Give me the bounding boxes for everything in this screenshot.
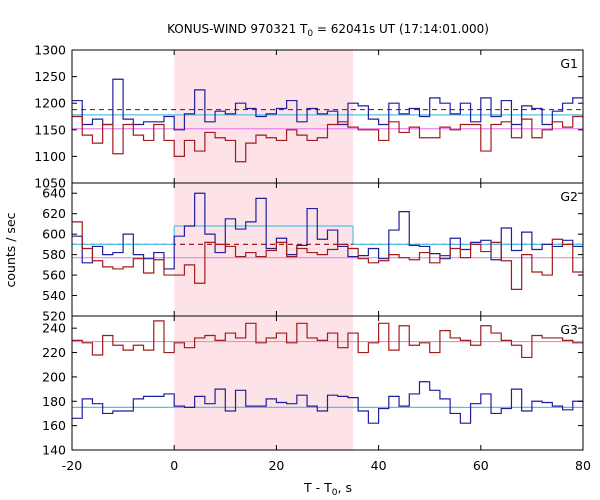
y-tick-label-g3-180: 180 [42,394,66,409]
y-tick-label-g2-640: 640 [42,186,66,201]
series-g3-blue_series [72,381,583,424]
x-tick-label-0: 0 [170,458,178,473]
y-axis-label: counts / sec [3,212,18,287]
panel-g1: 1050 1100 1150 1200 1250 1300 G1 [34,43,584,191]
y-tick-label-g2-580: 580 [42,247,66,262]
y-tick-label-g2-560: 560 [42,268,66,283]
y-tick-label-g1-1250: 1250 [34,69,66,84]
x-axis-label: T - T0, s [303,480,352,498]
panel-g2: 520 540 560 580 600 620 640 G2 [42,182,584,324]
y-tick-label-g1-1200: 1200 [34,96,66,111]
y-tick-label-g2-540: 540 [42,288,66,303]
y-tick-label-g3-220: 220 [42,345,66,360]
series-g2-blue_series [72,192,583,270]
x-tick-label-40: 40 [371,458,387,473]
series-g3-red_series [72,320,583,359]
x-axis-label-suffix: , s [338,480,352,495]
panel-label-g2: G2 [560,189,578,204]
y-tick-label-g1-1150: 1150 [34,122,66,137]
y-tick-label-g3-240: 240 [42,321,66,336]
x-axis-label-subscript: 0 [332,488,338,498]
y-tick-label-g1-1050: 1050 [34,176,66,191]
panel-frame-g3 [71,315,584,451]
chart-title-subscript: 0 [307,29,313,39]
y-tick-label-g2-600: 600 [42,227,66,242]
series-g1-red_series [72,115,583,163]
series-g2-red_series [72,221,583,290]
x-tick-label-60: 60 [473,458,489,473]
panels-group: 1050 1100 1150 1200 1250 1300 G1 520 540 560 580 60… [34,43,591,474]
y-tick-label-g2-520: 520 [42,309,66,324]
shaded-interval-g3 [174,316,354,450]
panel-label-g1: G1 [560,56,578,71]
x-tick-label--20: -20 [62,458,82,473]
panel-g3: 140 160 180 200 220 240 G3 [42,315,584,458]
y-tick-label-g1-1100: 1100 [34,149,66,164]
chart-title: KONUS-WIND 970321 T0 = 62041s UT (17:14:… [167,22,489,39]
y-tick-label-g3-200: 200 [42,369,66,384]
shaded-interval-g2 [174,183,354,316]
y-tick-label-g3-140: 140 [42,443,66,458]
y-tick-label-g2-620: 620 [42,206,66,221]
series-g1-blue_series [72,78,583,131]
x-tick-label-20: 20 [268,458,284,473]
x-axis-label-prefix: T - T [303,480,332,495]
x-tick-label-80: 80 [575,458,591,473]
chart-title-suffix: = 62041s UT (17:14:01.000) [313,22,489,36]
y-tick-label-g3-160: 160 [42,418,66,433]
panel-label-g3: G3 [560,322,578,337]
chart-title-prefix: KONUS-WIND 970321 T [167,22,308,36]
y-tick-label-g1-1300: 1300 [34,43,66,58]
